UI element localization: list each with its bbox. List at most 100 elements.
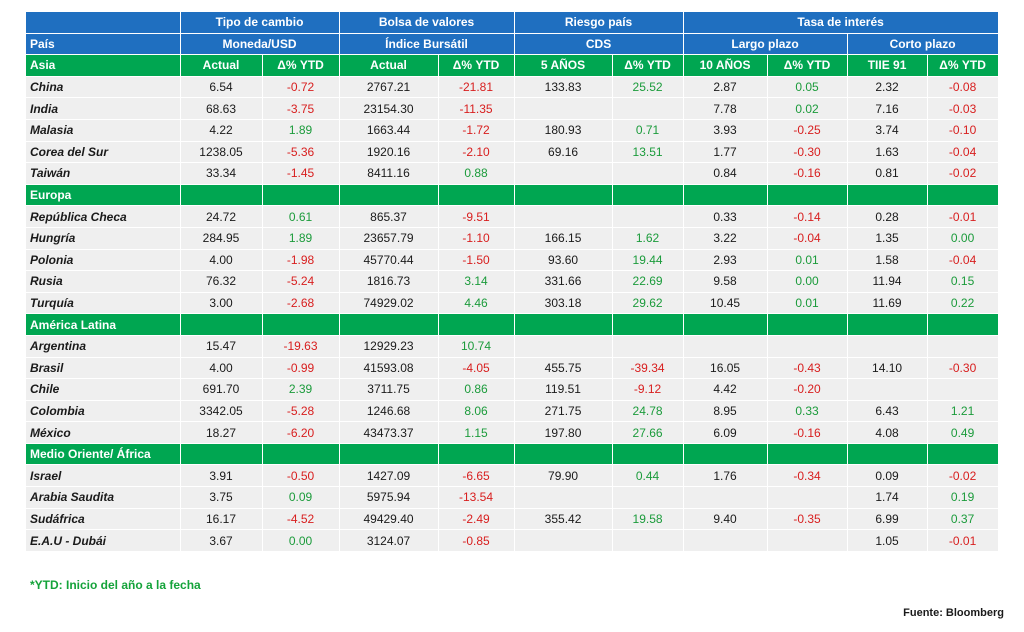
value-cell: 24.72 <box>180 205 263 228</box>
value-cell: 455.75 <box>514 357 613 380</box>
change-ytd-cell: 0.09 <box>262 486 340 509</box>
change-ytd-cell <box>612 205 684 228</box>
value-cell: 3711.75 <box>339 378 439 401</box>
subheader-cell <box>927 184 999 207</box>
value-cell: 2.93 <box>683 249 768 272</box>
value-cell: 4.08 <box>847 421 928 444</box>
value-cell <box>514 335 613 358</box>
change-ytd-cell: 0.22 <box>927 292 999 315</box>
change-ytd-cell: -0.16 <box>767 421 848 444</box>
subheader-cell <box>339 313 439 336</box>
country-name: Israel <box>26 464 181 488</box>
value-cell: 2.32 <box>847 76 928 99</box>
region-header-row: Medio Oriente/ África <box>26 443 999 466</box>
change-ytd-cell: -1.10 <box>438 227 515 250</box>
subheader-cell <box>683 184 768 207</box>
value-cell: 3.91 <box>180 464 263 488</box>
source-note: Fuente: Bloomberg <box>903 607 1004 619</box>
change-ytd-cell: -0.16 <box>767 162 848 185</box>
subheader-cell <box>767 313 848 336</box>
value-cell: 9.40 <box>683 508 768 531</box>
country-name: México <box>26 421 181 444</box>
change-ytd-cell: -21.81 <box>438 76 515 99</box>
change-ytd-cell: 22.69 <box>612 270 684 293</box>
country-name: Taiwán <box>26 162 181 185</box>
country-name: Colombia <box>26 400 181 423</box>
country-name: Corea del Sur <box>26 141 181 164</box>
table-row: Corea del Sur 1238.05 -5.36 1920.16 -2.10 69.… <box>26 141 999 164</box>
value-cell: 1.74 <box>847 486 928 509</box>
value-cell: 11.94 <box>847 270 928 293</box>
change-ytd-cell: 0.61 <box>262 205 340 228</box>
subheader-cell <box>438 313 515 336</box>
region-header-row: América Latina <box>26 313 999 336</box>
header-short-term: Corto plazo <box>847 33 999 56</box>
subheader-cell: Actual <box>339 54 439 77</box>
value-cell: 79.90 <box>514 464 613 488</box>
change-ytd-cell: -0.30 <box>927 357 999 380</box>
value-cell: 43473.37 <box>339 421 439 444</box>
change-ytd-cell: -0.99 <box>262 357 340 380</box>
header-row-top: Tipo de cambio Bolsa de valores Riesgo p… <box>26 12 999 34</box>
change-ytd-cell: -19.63 <box>262 335 340 358</box>
value-cell: 23657.79 <box>339 227 439 250</box>
value-cell: 23154.30 <box>339 97 439 120</box>
table-row: Brasil 4.00 -0.99 41593.08 -4.05 455.75 -39.34… <box>26 357 999 380</box>
value-cell: 69.16 <box>514 141 613 164</box>
change-ytd-cell: 0.00 <box>767 270 848 293</box>
ytd-footnote: *YTD: Inicio del año a la fecha <box>30 578 201 592</box>
value-cell: 355.42 <box>514 508 613 531</box>
country-name: China <box>26 76 181 99</box>
value-cell: 9.58 <box>683 270 768 293</box>
value-cell: 1.35 <box>847 227 928 250</box>
change-ytd-cell: -0.02 <box>927 162 999 185</box>
value-cell: 5975.94 <box>339 486 439 509</box>
change-ytd-cell: 0.02 <box>767 97 848 120</box>
header-exchange-rate: Tipo de cambio <box>180 12 340 34</box>
value-cell: 691.70 <box>180 378 263 401</box>
region-name: Europa <box>26 184 181 207</box>
value-cell: 4.00 <box>180 357 263 380</box>
change-ytd-cell: 1.21 <box>927 400 999 423</box>
change-ytd-cell: -4.05 <box>438 357 515 380</box>
header-long-term: Largo plazo <box>683 33 848 56</box>
change-ytd-cell: -1.98 <box>262 249 340 272</box>
value-cell: 10.45 <box>683 292 768 315</box>
value-cell: 2767.21 <box>339 76 439 99</box>
change-ytd-cell: 0.88 <box>438 162 515 185</box>
value-cell: 133.83 <box>514 76 613 99</box>
change-ytd-cell: -11.35 <box>438 97 515 120</box>
header-stock-market: Bolsa de valores <box>339 12 515 34</box>
value-cell: 180.93 <box>514 119 613 142</box>
subheader-cell <box>847 313 928 336</box>
header-country-risk: Riesgo país <box>514 12 684 34</box>
change-ytd-cell: 8.06 <box>438 400 515 423</box>
table-row: Argentina 15.47 -19.63 12929.23 10.74 <box>26 335 999 358</box>
subheader-cell <box>262 313 340 336</box>
value-cell: 4.42 <box>683 378 768 401</box>
change-ytd-cell: 1.89 <box>262 227 340 250</box>
value-cell: 93.60 <box>514 249 613 272</box>
value-cell: 3.00 <box>180 292 263 315</box>
header-country: País <box>26 33 181 56</box>
subheader-cell: Δ% YTD <box>927 54 999 77</box>
value-cell: 7.16 <box>847 97 928 120</box>
value-cell: 2.87 <box>683 76 768 99</box>
change-ytd-cell <box>927 378 999 401</box>
change-ytd-cell: 3.14 <box>438 270 515 293</box>
change-ytd-cell: 1.15 <box>438 421 515 444</box>
change-ytd-cell: -9.12 <box>612 378 684 401</box>
change-ytd-cell: -6.20 <box>262 421 340 444</box>
table-body: Asia Actual Δ% YTD Actual Δ% YTD 5 AÑOS Δ% YTD… <box>26 54 999 552</box>
change-ytd-cell: -0.34 <box>767 464 848 488</box>
value-cell: 12929.23 <box>339 335 439 358</box>
value-cell: 18.27 <box>180 421 263 444</box>
change-ytd-cell: -39.34 <box>612 357 684 380</box>
country-name: Turquía <box>26 292 181 315</box>
value-cell: 865.37 <box>339 205 439 228</box>
value-cell: 1.77 <box>683 141 768 164</box>
change-ytd-cell: -0.20 <box>767 378 848 401</box>
value-cell <box>847 335 928 358</box>
change-ytd-cell: 0.37 <box>927 508 999 531</box>
value-cell <box>514 486 613 509</box>
